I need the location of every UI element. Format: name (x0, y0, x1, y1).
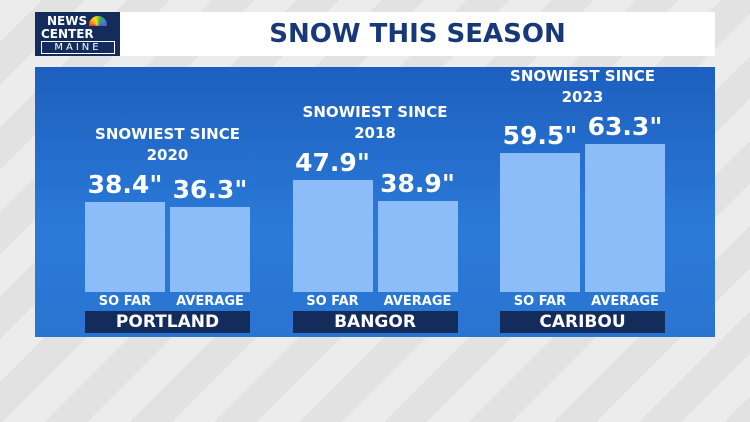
value-label: 47.9" (295, 147, 370, 177)
logo-text: MAINE (41, 41, 115, 54)
value-label: 38.9" (380, 168, 455, 198)
annotation: SNOWIEST SINCE 2023 (510, 66, 655, 106)
category-label: BANGOR (292, 311, 458, 333)
series-label: AVERAGE (591, 294, 659, 309)
series-label: AVERAGE (383, 294, 452, 309)
bar (585, 143, 665, 292)
value-label: 59.5" (502, 120, 578, 150)
header-bar (35, 12, 715, 56)
logo: NEWS CENTER MAINE (35, 12, 120, 56)
bar (500, 152, 580, 292)
bar (292, 179, 373, 292)
series-label: AVERAGE (176, 294, 244, 309)
logo-text: CENTER (41, 27, 94, 41)
series-label: SO FAR (306, 294, 359, 309)
logo-peacock (89, 16, 107, 26)
category-label: CARIBOU (500, 311, 665, 333)
value-label: 63.3" (587, 111, 663, 141)
bar (377, 200, 458, 292)
value-label: 36.3" (172, 175, 248, 205)
category-label: PORTLAND (85, 311, 250, 333)
series-label: SO FAR (98, 294, 152, 309)
bar (170, 207, 250, 292)
annotation: SNOWIEST SINCE 2020 (95, 125, 240, 165)
series-label: SO FAR (513, 294, 567, 309)
logo-text: NEWS (47, 14, 88, 28)
chart-title: SNOW THIS SEASON (269, 19, 566, 49)
bar (85, 202, 165, 292)
annotation: SNOWIEST SINCE 2018 (302, 102, 448, 142)
value-label: 38.4" (87, 170, 163, 200)
